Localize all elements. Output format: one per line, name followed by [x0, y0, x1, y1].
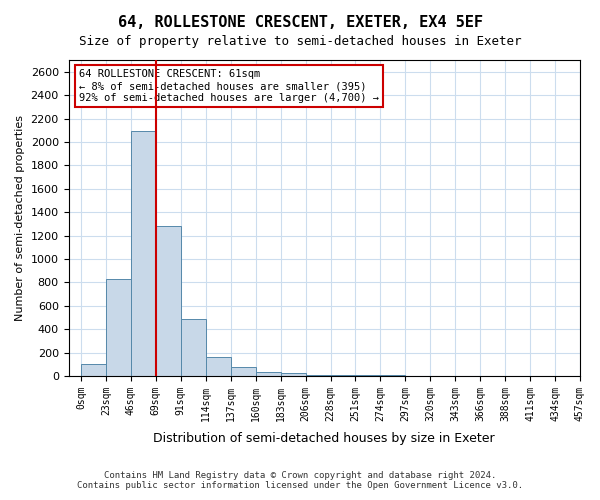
- Bar: [131, 132, 156, 376]
- Bar: [331, 375, 355, 376]
- Bar: [181, 318, 206, 376]
- Bar: [256, 372, 281, 376]
- Text: 64, ROLLESTONE CRESCENT, EXETER, EX4 5EF: 64, ROLLESTONE CRESCENT, EXETER, EX4 5EF: [118, 15, 482, 30]
- Bar: [231, 367, 256, 376]
- Bar: [156, 226, 181, 376]
- X-axis label: Distribution of semi-detached houses by size in Exeter: Distribution of semi-detached houses by …: [154, 432, 495, 445]
- Bar: [305, 374, 331, 376]
- Y-axis label: Number of semi-detached properties: Number of semi-detached properties: [15, 115, 25, 321]
- Bar: [206, 357, 231, 376]
- Text: Size of property relative to semi-detached houses in Exeter: Size of property relative to semi-detach…: [79, 35, 521, 48]
- Text: 64 ROLLESTONE CRESCENT: 61sqm
← 8% of semi-detached houses are smaller (395)
92%: 64 ROLLESTONE CRESCENT: 61sqm ← 8% of se…: [79, 70, 379, 102]
- Bar: [281, 373, 305, 376]
- Bar: [81, 364, 106, 376]
- Bar: [106, 279, 131, 376]
- Text: Contains HM Land Registry data © Crown copyright and database right 2024.
Contai: Contains HM Land Registry data © Crown c…: [77, 470, 523, 490]
